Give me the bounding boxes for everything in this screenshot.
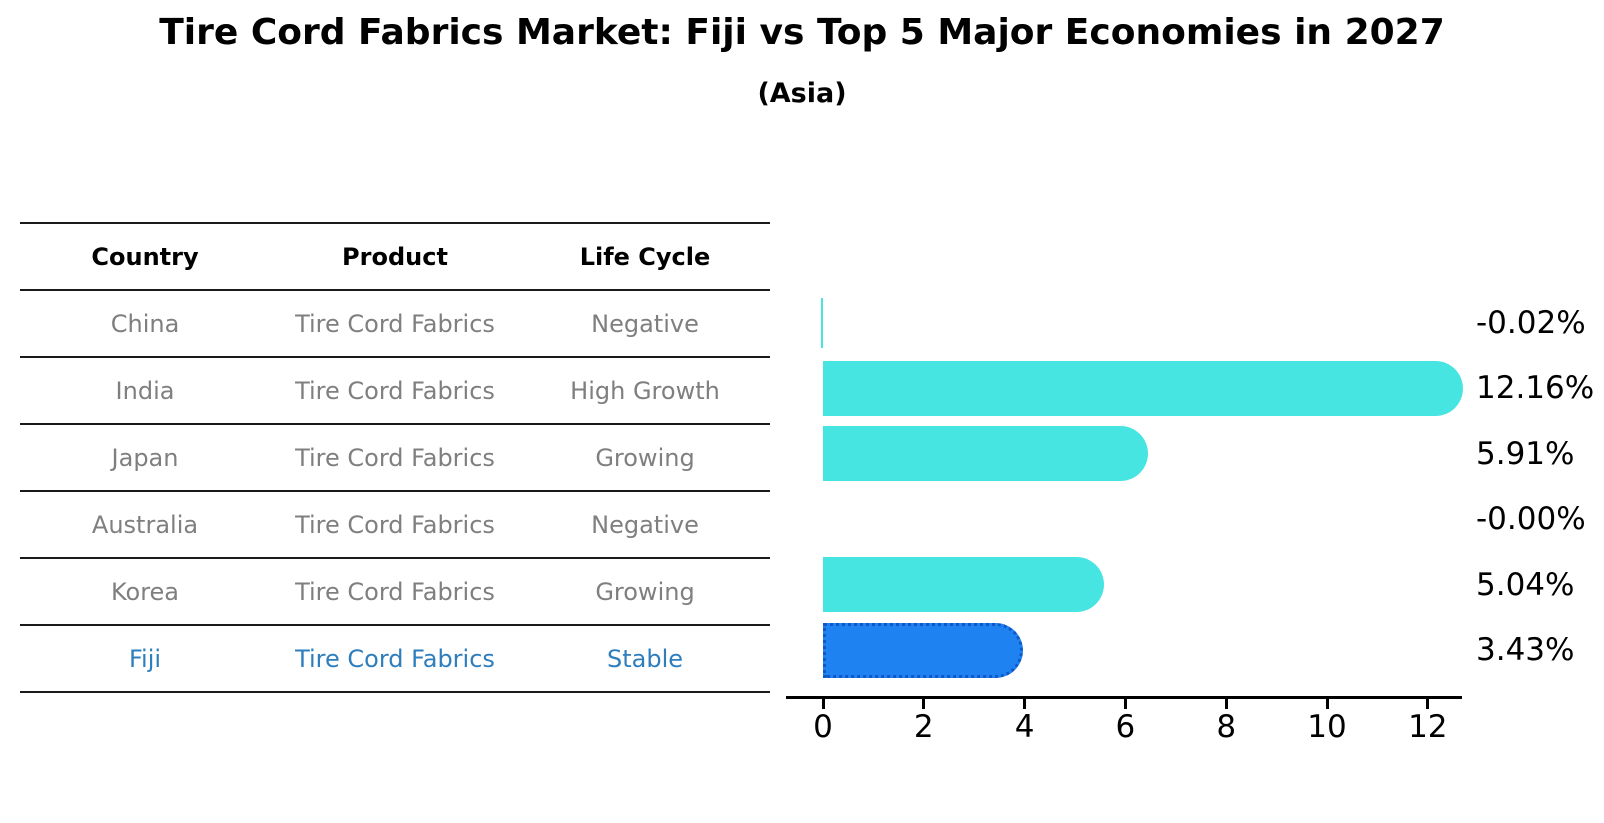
x-tick: [821, 699, 825, 709]
bar-japan: [823, 426, 1148, 481]
cell-product: Tire Cord Fabrics: [295, 309, 495, 338]
table-row-australia: Australia Tire Cord Fabrics Negative: [20, 491, 770, 558]
x-tick: [1224, 699, 1228, 709]
cell-country: China: [110, 309, 180, 338]
cell-life_cycle: Negative: [591, 510, 699, 539]
x-axis-line: [786, 696, 1462, 699]
table-row-china: China Tire Cord Fabrics Negative: [20, 290, 770, 357]
cell-country: Korea: [110, 577, 180, 606]
x-tick: [1123, 699, 1127, 709]
cell-country: Australia: [91, 510, 199, 539]
table-row-fiji: Fiji Tire Cord Fabrics Stable: [20, 625, 770, 692]
cell-product: Tire Cord Fabrics: [295, 644, 495, 673]
value-label-australia: -0.00%: [1476, 501, 1586, 537]
cell-product: Tire Cord Fabrics: [295, 577, 495, 606]
value-label-china: -0.02%: [1476, 304, 1586, 341]
country-comparison-table: Country Product Life Cycle China Tire Cor…: [20, 222, 770, 693]
cell-life_cycle: High Growth: [570, 376, 720, 405]
cell-country: Fiji: [128, 644, 162, 673]
table-row-india: India Tire Cord Fabrics High Growth: [20, 357, 770, 424]
cell-life_cycle: Growing: [595, 443, 695, 472]
x-tick-label: 12: [1408, 709, 1448, 745]
value-label-india: 12.16%: [1476, 370, 1595, 406]
bar-india: [823, 360, 1463, 416]
table-header-product: Product: [342, 242, 448, 271]
value-label-japan: 5.91%: [1476, 435, 1575, 472]
table-row-japan: Japan Tire Cord Fabrics Growing: [20, 424, 770, 491]
x-tick: [1023, 699, 1027, 709]
cell-country: Japan: [111, 443, 179, 472]
table-header-life-cycle: Life Cycle: [579, 242, 711, 271]
x-tick: [922, 699, 926, 709]
cell-product: Tire Cord Fabrics: [295, 376, 495, 405]
x-tick-label: 2: [913, 709, 934, 745]
bar-china: [821, 297, 823, 348]
chart-title: Tire Cord Fabrics Market: Fiji vs Top 5 …: [159, 12, 1445, 53]
cell-product: Tire Cord Fabrics: [295, 510, 495, 539]
bar-korea: [823, 557, 1105, 612]
cell-product: Tire Cord Fabrics: [295, 443, 495, 472]
value-label-fiji: 3.43%: [1476, 632, 1575, 668]
chart-subtitle: (Asia): [757, 78, 847, 109]
x-tick-label: 6: [1115, 709, 1136, 745]
x-tick-label: 4: [1014, 709, 1035, 745]
x-tick-label: 8: [1216, 709, 1237, 745]
x-tick-label: 0: [813, 709, 833, 745]
x-tick: [1426, 699, 1430, 709]
cell-life_cycle: Growing: [595, 577, 695, 606]
x-tick: [1325, 699, 1329, 709]
cell-life_cycle: Stable: [606, 644, 684, 673]
cell-country: India: [115, 376, 175, 405]
value-label-korea: 5.04%: [1476, 566, 1575, 603]
table-header-country: Country: [91, 242, 199, 271]
table-row-korea: Korea Tire Cord Fabrics Growing: [20, 558, 770, 625]
cell-life_cycle: Negative: [591, 309, 699, 338]
table-header-row: Country Product Life Cycle: [20, 223, 770, 290]
x-tick-label: 10: [1307, 709, 1347, 745]
bar-fiji: [823, 622, 1023, 678]
